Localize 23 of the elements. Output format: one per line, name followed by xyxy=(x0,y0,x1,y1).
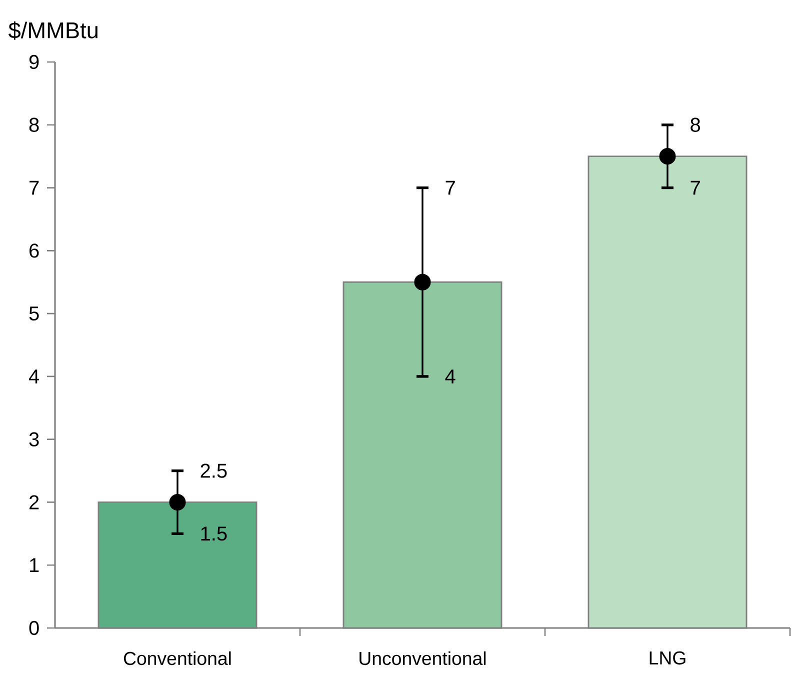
y-tick-label: 6 xyxy=(30,244,39,258)
annotation: 8 xyxy=(690,118,700,132)
y-tick-label: 2 xyxy=(30,495,39,510)
y-tick-label: 5 xyxy=(29,306,39,321)
annotation: 7 xyxy=(446,180,455,195)
x-tick-label: Unconventional xyxy=(360,651,486,666)
annotation: 2.5 xyxy=(200,464,227,478)
x-tick-label: Conventional xyxy=(124,651,231,666)
point xyxy=(414,274,431,290)
annotation: 1.5 xyxy=(201,526,227,541)
point xyxy=(659,148,676,165)
y-tick-label: 4 xyxy=(28,370,40,384)
x-tick-label: LNG xyxy=(650,651,686,665)
y-tick-label: 9 xyxy=(29,54,39,70)
y-tick-label: 3 xyxy=(29,432,39,446)
y-tick-label: 1 xyxy=(30,558,39,572)
y-tick-label: 8 xyxy=(29,118,39,132)
annotation: 7 xyxy=(690,180,700,195)
annotation: 4 xyxy=(445,370,456,384)
y-tick-label: 7 xyxy=(30,180,39,195)
y-tick-label: 0 xyxy=(29,620,39,636)
point xyxy=(169,494,186,510)
y-axis-title: $/MMBtu xyxy=(8,21,98,40)
